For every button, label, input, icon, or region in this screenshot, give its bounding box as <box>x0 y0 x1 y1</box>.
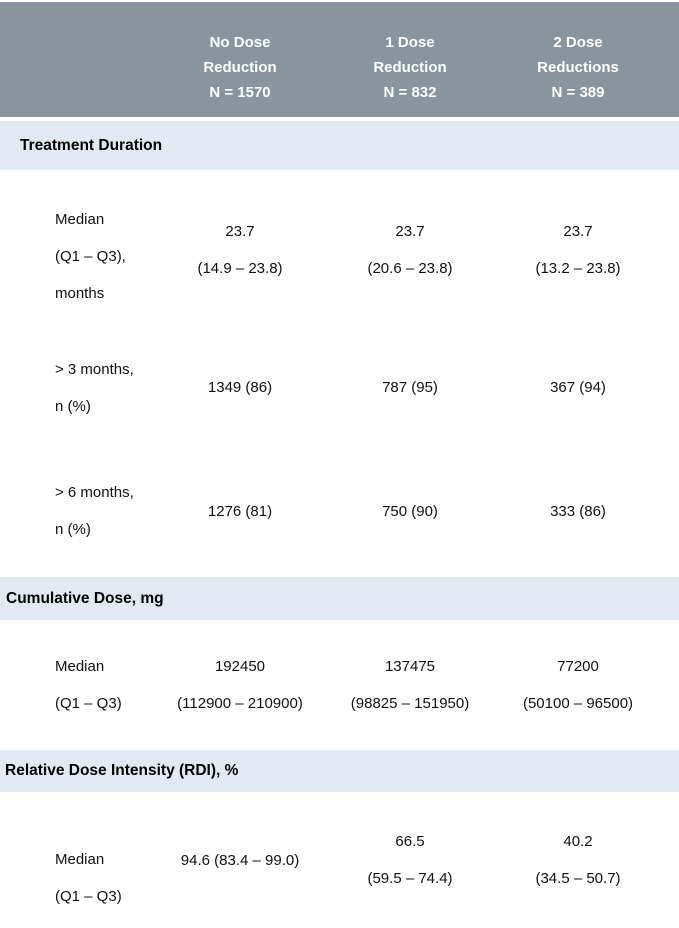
value-line: 333 (86) <box>550 502 606 520</box>
cell-value: 40.2 (34.5 – 50.7) <box>495 823 661 897</box>
cell-value: 333 (86) <box>495 493 661 530</box>
value-line: 77200 <box>557 658 599 675</box>
table-row: Median (Q1 – Q3), months 23.7 (14.9 – 23… <box>0 170 679 330</box>
cell-value: 1276 (81) <box>155 493 325 530</box>
section-header-relative-dose-intensity: Relative Dose Intensity (RDI), % <box>0 750 679 792</box>
header-line: Reduction <box>203 59 277 76</box>
value-line: 787 (95) <box>382 379 438 396</box>
row-label-median-cumulative: Median (Q1 – Q3) <box>0 648 155 722</box>
row-label-line: Median <box>55 210 105 228</box>
header-line: Reductions <box>537 59 619 76</box>
header-no-dose-reduction: No Dose Reduction N = 1570 <box>155 30 325 105</box>
header-line: N = 832 <box>383 84 437 101</box>
cell-value: 750 (90) <box>325 493 495 530</box>
header-line: N = 1570 <box>209 84 271 101</box>
cell-value: 23.7 (20.6 – 23.8) <box>325 213 495 287</box>
header-1-dose-reduction: 1 Dose Reduction N = 832 <box>325 30 495 105</box>
value-line: 750 (90) <box>382 502 438 520</box>
row-label-line: Median <box>55 851 105 868</box>
value-line: 23.7 <box>395 223 425 240</box>
cell-value: 192450 (112900 – 210900) <box>155 648 325 722</box>
row-label-line: months <box>55 284 105 302</box>
value-line: (14.9 – 23.8) <box>197 260 283 277</box>
row-label-line: > 3 months, <box>55 360 134 378</box>
header-line: 2 Dose <box>553 34 603 51</box>
section-header-treatment-duration: Treatment Duration <box>0 121 679 170</box>
header-2-dose-reductions: 2 Dose Reductions N = 389 <box>495 30 661 105</box>
value-line: 23.7 <box>225 223 255 240</box>
value-line: (20.6 – 23.8) <box>367 260 453 277</box>
cell-value: 367 (94) <box>495 369 661 406</box>
cell-value: 23.7 (14.9 – 23.8) <box>155 213 325 287</box>
value-line: (50100 – 96500) <box>522 695 634 712</box>
value-line: 192450 <box>214 658 266 675</box>
value-line: (13.2 – 23.8) <box>535 260 621 277</box>
table-header-row: No Dose Reduction N = 1570 1 Dose Reduct… <box>0 2 679 117</box>
row-label-6-months: > 6 months, n (%) <box>0 474 155 548</box>
value-line: (59.5 – 74.4) <box>367 870 453 887</box>
cell-value: 137475 (98825 – 151950) <box>325 648 495 722</box>
row-label-line: n (%) <box>55 397 91 415</box>
header-separator <box>0 117 679 121</box>
header-line: Reduction <box>373 59 447 76</box>
section-title: Relative Dose Intensity (RDI), % <box>5 762 239 779</box>
header-line: N = 389 <box>551 84 605 101</box>
cell-value: 1349 (86) <box>155 369 325 406</box>
cell-value: 94.6 (83.4 – 99.0) <box>155 842 325 879</box>
value-line: 367 (94) <box>550 379 606 396</box>
section-title: Treatment Duration <box>20 136 163 154</box>
section-header-cumulative-dose: Cumulative Dose, mg <box>0 577 679 620</box>
value-line: 137475 <box>384 658 436 675</box>
row-label-line: n (%) <box>55 521 91 538</box>
value-line: 94.6 (83.4 – 99.0) <box>180 851 300 869</box>
value-line: 1349 (86) <box>207 379 273 396</box>
row-label-median-rdi: Median (Q1 – Q3) <box>0 841 155 915</box>
row-label-3-months: > 3 months, n (%) <box>0 351 155 425</box>
header-line: No Dose <box>209 34 271 51</box>
row-label-line: Median <box>55 658 105 675</box>
table-row: > 6 months, n (%) 1276 (81) 750 (90) 333… <box>0 445 679 577</box>
cell-value: 66.5 (59.5 – 74.4) <box>325 823 495 897</box>
value-line: (112900 – 210900) <box>177 695 303 712</box>
section-title: Cumulative Dose, mg <box>6 589 164 607</box>
value-line: 23.7 <box>563 223 593 240</box>
table-row: Median (Q1 – Q3) 192450 (112900 – 210900… <box>0 620 679 750</box>
cell-value: 787 (95) <box>325 369 495 406</box>
value-line: (34.5 – 50.7) <box>535 870 621 887</box>
row-label-median-months: Median (Q1 – Q3), months <box>0 201 155 312</box>
row-label-line: (Q1 – Q3) <box>55 695 122 712</box>
value-line: 1276 (81) <box>207 502 273 520</box>
value-line: (98825 – 151950) <box>350 695 470 712</box>
header-line: 1 Dose <box>385 34 435 51</box>
value-line: 40.2 <box>563 833 593 850</box>
cell-value: 23.7 (13.2 – 23.8) <box>495 213 661 287</box>
table-row: > 3 months, n (%) 1349 (86) 787 (95) 367… <box>0 330 679 445</box>
row-label-line: (Q1 – Q3) <box>55 888 122 905</box>
row-label-line: (Q1 – Q3), <box>55 247 126 265</box>
value-line: 66.5 <box>395 833 425 850</box>
table-row: Median (Q1 – Q3) 94.6 (83.4 – 99.0) 66.5… <box>0 792 679 928</box>
cell-value: 77200 (50100 – 96500) <box>495 648 661 722</box>
row-label-line: > 6 months, <box>55 484 134 501</box>
